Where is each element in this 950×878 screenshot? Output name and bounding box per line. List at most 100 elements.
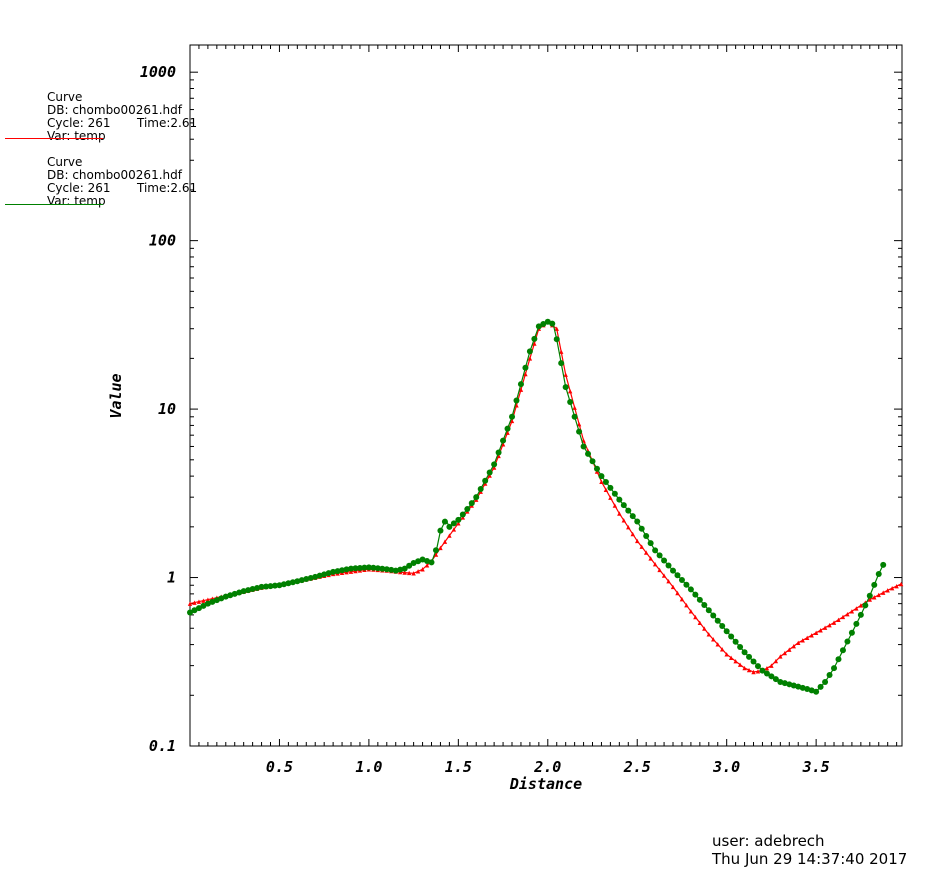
- series-1-point: [809, 633, 814, 638]
- series-2-point: [441, 518, 448, 525]
- series-2-point: [826, 672, 833, 679]
- series-2-point: [683, 581, 690, 588]
- series-2-point: [696, 596, 703, 603]
- series-2-point: [535, 323, 542, 330]
- series-1-point: [509, 418, 515, 424]
- series-1-point: [894, 583, 899, 589]
- series-2-point: [383, 566, 390, 573]
- series-2-point: [504, 425, 511, 432]
- series-1-point: [872, 595, 877, 600]
- series-2-point: [750, 658, 757, 665]
- series-1-point: [858, 603, 864, 608]
- legend-1-var: Var: temp: [47, 129, 106, 143]
- series-2-point: [473, 494, 480, 501]
- series-1-point: [532, 341, 537, 346]
- series-1-point: [456, 521, 461, 526]
- x-tick-label: 1.0: [355, 758, 382, 776]
- series-2-point: [844, 638, 851, 645]
- series-group: [187, 318, 904, 695]
- series-1-point: [675, 590, 680, 596]
- series-1-point: [626, 525, 631, 530]
- series-2-point: [746, 653, 753, 660]
- user-info: user: adebrech Thu Jun 29 14:37:40 2017: [712, 832, 907, 868]
- series-2-point: [276, 582, 283, 589]
- series-2-point: [271, 582, 278, 589]
- series-2-point: [459, 511, 466, 518]
- series-2-point: [687, 586, 694, 593]
- series-2-point: [379, 565, 386, 572]
- timestamp: Thu Jun 29 14:37:40 2017: [712, 850, 908, 868]
- series-2-point: [267, 583, 274, 590]
- series-2-point: [589, 458, 596, 465]
- series-1-point: [679, 596, 685, 602]
- series-2-point: [638, 525, 645, 532]
- series-2-point: [495, 449, 502, 456]
- series-2-point: [862, 602, 869, 609]
- series-1-point: [764, 665, 770, 671]
- series-1-point: [402, 570, 407, 575]
- legend-1-title: Curve: [47, 90, 83, 104]
- series-1-point: [706, 632, 711, 637]
- series-2-point: [258, 583, 265, 590]
- series-2-point: [343, 566, 350, 573]
- legend-1-time: Time:2.61: [137, 116, 198, 130]
- series-1-point: [424, 563, 430, 568]
- series-2-point: [714, 617, 721, 624]
- series-2-point: [289, 579, 296, 586]
- series-1-point: [447, 533, 452, 538]
- legend-2-swatch: [5, 204, 103, 205]
- series-2-point: [249, 586, 256, 593]
- series-1-point: [523, 371, 528, 377]
- series-1-point: [715, 642, 720, 647]
- series-1-point: [451, 527, 457, 532]
- series-2-point: [576, 428, 583, 435]
- series-2-point: [607, 484, 614, 491]
- series-1-point: [728, 655, 734, 660]
- series-1-point: [608, 495, 613, 500]
- series-2-point: [768, 673, 775, 680]
- series-2-point: [361, 564, 368, 571]
- series-1-point: [684, 603, 689, 608]
- series-2-point: [370, 564, 377, 571]
- series-1-point: [406, 570, 412, 576]
- series-2-point: [348, 565, 355, 572]
- series-2-point: [517, 381, 524, 388]
- series-1-point: [773, 658, 779, 664]
- series-2-point: [352, 565, 359, 572]
- series-2-point: [486, 469, 493, 476]
- series-1-point: [661, 573, 667, 578]
- x-axis-label: Distance: [509, 775, 582, 793]
- series-1-point: [702, 626, 707, 631]
- series-2-point: [191, 607, 198, 614]
- series-1-point: [518, 387, 524, 392]
- series-1-point: [867, 597, 872, 602]
- series-2-point: [553, 336, 560, 343]
- y-tick-labels: 0.1 1 10 100 1000: [140, 63, 176, 755]
- series-2-point: [571, 413, 578, 420]
- series-2-point: [670, 567, 677, 574]
- series-2-point: [388, 566, 395, 573]
- series-2-point: [817, 683, 824, 690]
- series-2-point: [531, 335, 538, 342]
- series-1-point: [567, 388, 573, 394]
- x-tick-labels: 0.5 1.0 1.5 2.0 2.5 3.0 3.5: [266, 758, 830, 776]
- series-2-point: [853, 620, 860, 627]
- legend-2-var: Var: temp: [47, 194, 106, 208]
- series-1-point: [652, 562, 658, 567]
- series-2-point: [450, 520, 457, 527]
- series-2-point: [866, 592, 873, 599]
- series-1-point: [796, 640, 801, 645]
- legend-2-title: Curve: [47, 155, 83, 169]
- series-2-point: [330, 568, 337, 575]
- series-2-point: [263, 583, 270, 590]
- series-2-point: [285, 580, 292, 587]
- series-1-point: [666, 579, 671, 584]
- series-2-point: [401, 565, 408, 572]
- series-2-point: [200, 602, 207, 609]
- series-1-line: [189, 320, 903, 673]
- series-2-point: [240, 588, 247, 595]
- series-1-point: [849, 609, 855, 614]
- series-2-point: [500, 437, 507, 444]
- series-2-point: [549, 320, 556, 327]
- series-2-point: [616, 496, 623, 503]
